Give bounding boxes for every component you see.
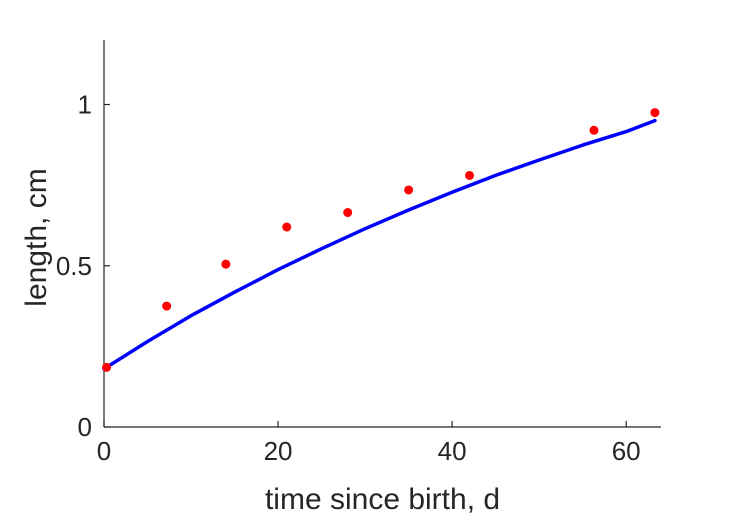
series-layer <box>102 108 660 372</box>
data-point <box>650 108 660 118</box>
model-fit-line <box>102 118 657 371</box>
data-point <box>162 301 172 311</box>
x-axis-label: time since birth, d <box>265 483 500 516</box>
x-tick-label: 0 <box>97 436 111 466</box>
data-point <box>343 208 353 218</box>
y-axis-label: length, cm <box>20 168 53 306</box>
axes <box>103 40 661 428</box>
y-tick-label: 0 <box>78 412 92 442</box>
x-tick-label: 40 <box>438 436 467 466</box>
y-tick-label: 0.5 <box>56 251 92 281</box>
data-point <box>465 170 475 180</box>
data-point <box>589 125 599 135</box>
y-tick-label: 1 <box>78 90 92 120</box>
x-ticks: 0 20 40 60 <box>97 421 641 466</box>
data-point <box>282 222 292 232</box>
data-point <box>221 259 231 269</box>
x-tick-label: 20 <box>264 436 293 466</box>
data-point <box>404 185 414 195</box>
x-tick-label: 60 <box>612 436 641 466</box>
y-ticks: 00.51 <box>56 90 110 442</box>
data-point <box>102 362 112 372</box>
